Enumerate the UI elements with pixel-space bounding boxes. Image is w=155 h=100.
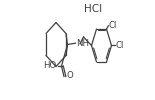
Text: NH: NH bbox=[76, 39, 89, 48]
Text: HO: HO bbox=[43, 62, 56, 70]
Text: Cl: Cl bbox=[115, 41, 124, 50]
Text: HCl: HCl bbox=[84, 4, 102, 14]
Text: O: O bbox=[66, 71, 73, 80]
Text: Cl: Cl bbox=[109, 21, 117, 30]
